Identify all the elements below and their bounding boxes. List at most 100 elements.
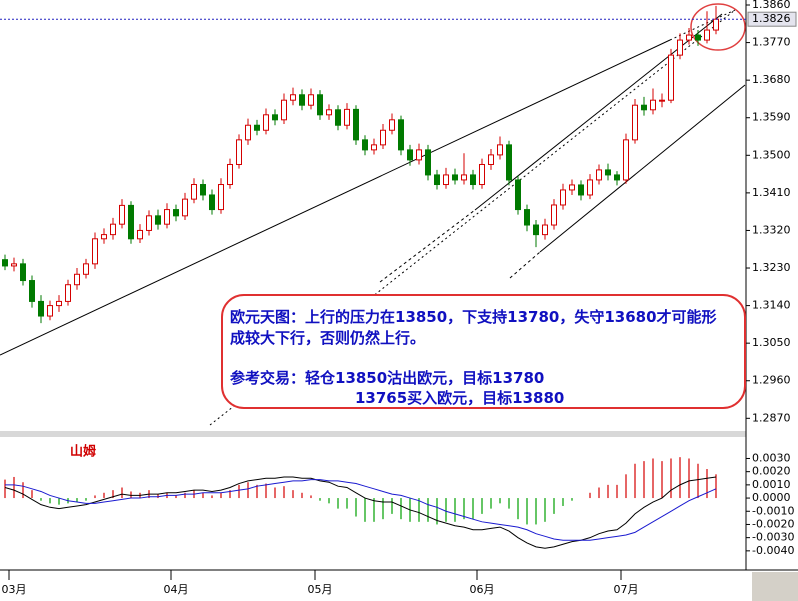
candle-body: [614, 174, 620, 181]
candle-body: [533, 224, 539, 236]
candle-body: [497, 144, 503, 156]
annotation-line: 参考交易：轻仓13850沽出欧元，目标13780: [230, 369, 544, 387]
candle-body: [254, 124, 260, 131]
candle-body: [407, 149, 413, 161]
candle-body: [659, 99, 665, 102]
candle-body: [623, 139, 629, 181]
candle-body: [371, 144, 377, 151]
y-tick-label: 0.0010: [752, 478, 791, 491]
dif-line: [4, 476, 717, 549]
candle-body: [146, 215, 152, 231]
candle-body: [308, 94, 314, 106]
candle-body: [236, 139, 242, 165]
candle-body: [92, 238, 98, 265]
candle-body: [164, 209, 170, 225]
candle-body: [713, 18, 719, 31]
y-tick-label: 1.2960: [752, 374, 791, 387]
candle-body: [317, 94, 323, 116]
candle-body: [20, 263, 26, 282]
y-tick-label: 1.3230: [752, 261, 791, 274]
candle-body: [479, 163, 485, 186]
candle-body: [2, 259, 8, 267]
candle-body: [119, 204, 125, 225]
candle-body: [416, 149, 422, 161]
x-tick-label: 06月: [470, 583, 495, 596]
candle-body: [110, 223, 116, 236]
candle-body: [353, 108, 359, 141]
x-tick-label: 07月: [614, 583, 639, 596]
y-tick-label: -0.0030: [752, 531, 794, 544]
candle-body: [38, 300, 44, 317]
y-tick-label: 0.0020: [752, 465, 791, 478]
candle-body: [191, 184, 197, 200]
candle-body: [605, 169, 611, 176]
y-tick-label: 1.2870: [752, 411, 791, 424]
current-price-box: [747, 11, 797, 27]
candle-body: [299, 94, 305, 106]
y-tick-label: 0.0000: [752, 491, 791, 504]
candle-body: [335, 109, 341, 126]
annotation-line: 13765买入欧元，目标13880: [355, 389, 564, 407]
candle-body: [227, 163, 233, 186]
candle-body: [704, 29, 710, 41]
candle-body: [551, 204, 557, 226]
highlight-circle: [690, 3, 746, 51]
y-tick-label: 0.0030: [752, 451, 791, 464]
current-price-label: 1.3826: [752, 12, 791, 25]
candle-body: [560, 189, 566, 206]
candle-body: [443, 174, 449, 186]
candle-body: [137, 229, 143, 240]
candle-body: [182, 198, 188, 217]
candle-body: [272, 114, 278, 121]
candle-body: [389, 119, 395, 131]
annotation-box: [221, 294, 746, 409]
candle-body: [686, 34, 692, 41]
candle-body: [677, 39, 683, 56]
x-tick-label: 05月: [308, 583, 333, 596]
candle-body: [155, 215, 161, 225]
candle-body: [641, 104, 647, 111]
y-tick-label: 1.3770: [752, 36, 791, 49]
candles: [2, 5, 719, 324]
candle-body: [668, 54, 674, 101]
candle-body: [380, 129, 386, 146]
candle-body: [101, 234, 107, 240]
x-tick-label: 04月: [164, 583, 189, 596]
candle-body: [695, 34, 701, 41]
trend-line: [669, 9, 736, 41]
candle-body: [47, 305, 53, 317]
candle-body: [569, 184, 575, 191]
candle-body: [65, 284, 71, 302]
candle-body: [74, 273, 80, 286]
candle-body: [281, 99, 287, 121]
candle-body: [290, 94, 296, 101]
dea-line: [5, 479, 717, 541]
candle-body: [587, 179, 593, 196]
candle-body: [515, 179, 521, 211]
trend-line: [379, 209, 476, 283]
candle-body: [362, 139, 368, 151]
corner-box: [752, 572, 798, 601]
annotation-line: 欧元天图：上行的压力在13850，下支持13780，失守13680才可能形: [230, 308, 717, 326]
candle-body: [425, 149, 431, 176]
candle-body: [488, 154, 494, 165]
candle-body: [524, 209, 530, 226]
candle-body: [11, 263, 17, 267]
candle-body: [83, 263, 89, 275]
candle-body: [596, 169, 602, 181]
y-tick-label: 1.3320: [752, 223, 791, 236]
y-tick-label: -0.0010: [752, 504, 794, 517]
candle-body: [344, 108, 350, 126]
candle-body: [578, 184, 584, 196]
y-tick-label: 1.3050: [752, 336, 791, 349]
panel-separator: [0, 431, 746, 437]
candle-body: [29, 280, 35, 302]
y-tick-label: -0.0040: [752, 544, 794, 557]
candle-body: [434, 174, 440, 186]
candle-body: [506, 144, 512, 181]
y-tick-label: 1.3860: [752, 0, 791, 11]
candle-body: [632, 104, 638, 141]
candle-body: [452, 174, 458, 181]
y-tick-label: 1.3140: [752, 299, 791, 312]
